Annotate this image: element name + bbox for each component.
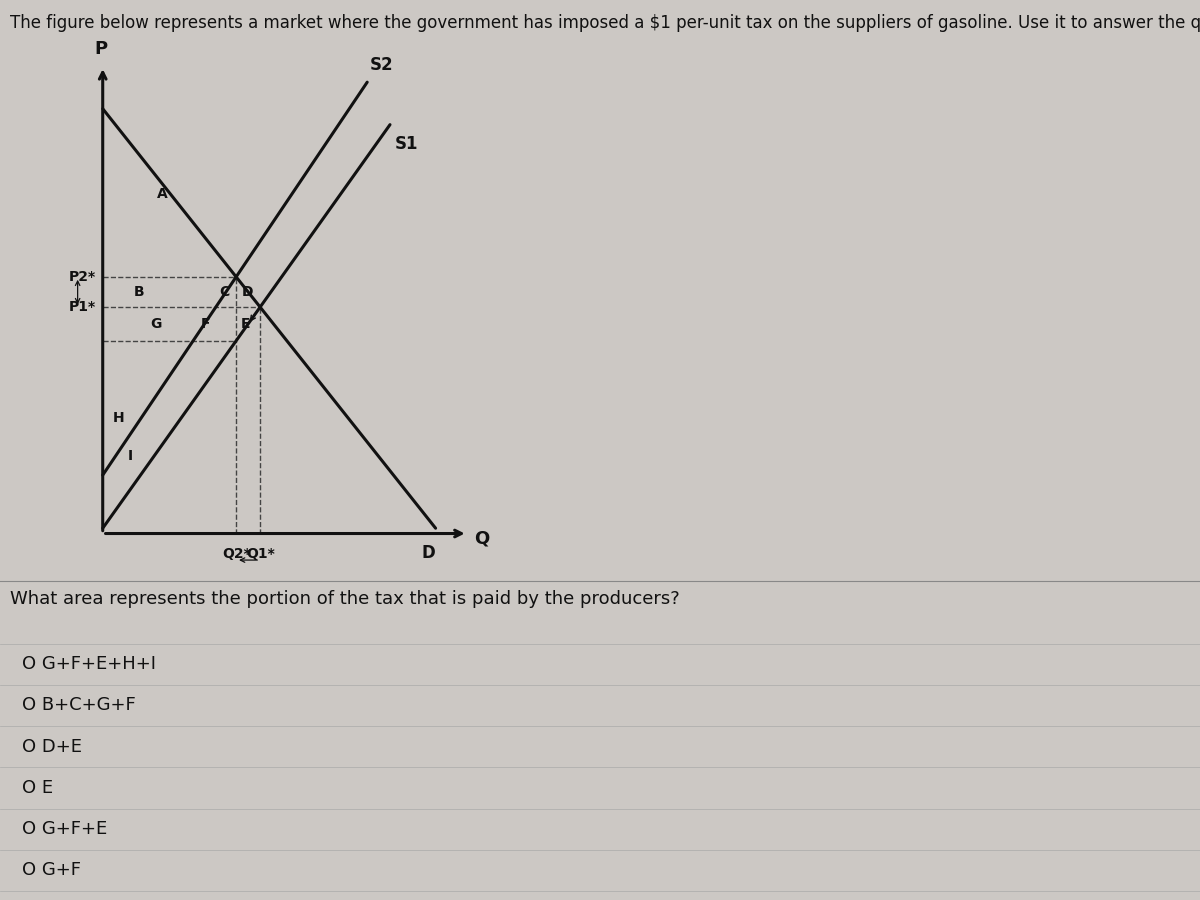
Text: O G+F+E: O G+F+E (22, 820, 107, 838)
Text: D: D (242, 285, 253, 299)
Text: P1*: P1* (68, 300, 96, 314)
Text: P: P (94, 40, 107, 58)
Text: A: A (157, 186, 167, 201)
Text: Q2*: Q2* (222, 547, 251, 561)
Text: O B+C+G+F: O B+C+G+F (22, 697, 136, 715)
Text: The figure below represents a market where the government has imposed a $1 per-u: The figure below represents a market whe… (10, 14, 1200, 32)
Text: What area represents the portion of the tax that is paid by the producers?: What area represents the portion of the … (10, 590, 679, 608)
Text: Q: Q (474, 530, 490, 548)
Text: O D+E: O D+E (22, 738, 82, 756)
Text: Q1*: Q1* (246, 547, 275, 561)
Text: O G+F+E+H+I: O G+F+E+H+I (22, 655, 156, 673)
Text: G: G (150, 317, 162, 331)
Text: O G+F: O G+F (22, 861, 80, 879)
Text: F: F (202, 317, 211, 331)
Text: E: E (240, 317, 250, 331)
Text: B: B (134, 285, 144, 299)
Text: S2: S2 (370, 56, 394, 74)
Text: C: C (220, 285, 230, 299)
Text: P2*: P2* (68, 270, 96, 284)
Text: S1: S1 (395, 135, 418, 153)
Text: O E: O E (22, 778, 53, 796)
Text: I: I (127, 449, 133, 463)
Text: D: D (422, 544, 436, 562)
Text: H: H (113, 411, 125, 425)
